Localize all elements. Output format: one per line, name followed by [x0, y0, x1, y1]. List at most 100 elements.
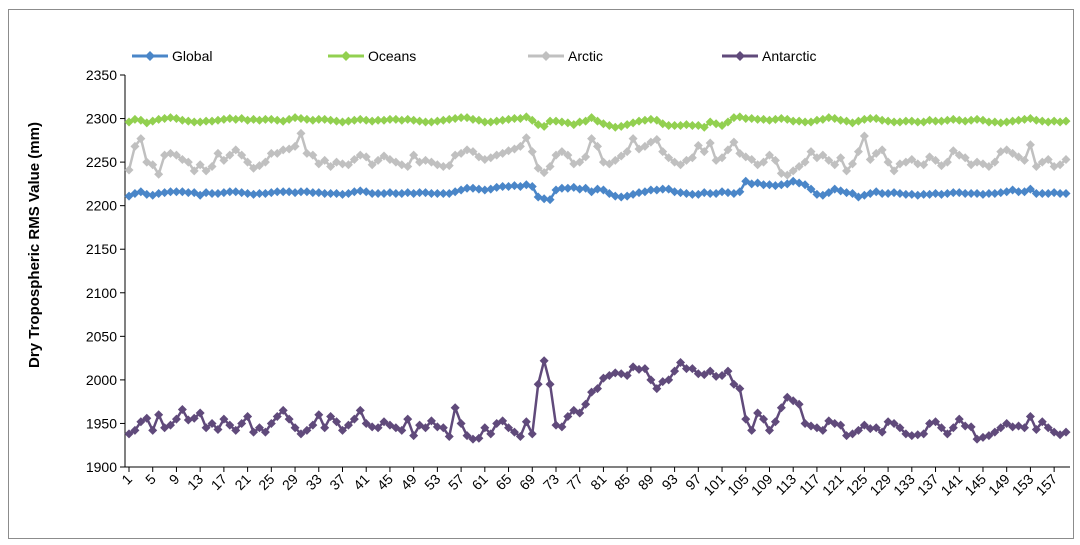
data-point	[426, 117, 436, 127]
data-point	[290, 113, 300, 123]
x-tick-label: 125	[843, 471, 871, 499]
x-tick-label: 113	[772, 471, 799, 498]
data-point	[652, 384, 662, 394]
data-point	[753, 114, 763, 124]
data-point	[919, 160, 929, 170]
data-point	[1008, 116, 1018, 126]
data-point	[314, 410, 324, 420]
data-point	[693, 369, 703, 379]
data-point	[409, 431, 419, 441]
data-point	[658, 147, 668, 157]
data-point	[676, 160, 686, 170]
data-point	[527, 147, 537, 157]
data-point	[723, 117, 733, 127]
data-point	[759, 114, 769, 124]
data-point	[936, 189, 946, 199]
data-point	[848, 429, 858, 439]
data-point	[699, 122, 709, 132]
data-point	[907, 189, 917, 199]
data-point	[415, 188, 425, 198]
data-point	[794, 116, 804, 126]
data-point	[486, 429, 496, 439]
data-point	[610, 155, 620, 165]
data-point	[759, 414, 769, 424]
data-point	[901, 116, 911, 126]
data-point	[444, 161, 454, 171]
data-point	[800, 117, 810, 127]
data-point	[664, 375, 674, 385]
data-point	[468, 183, 478, 193]
data-point	[1025, 411, 1035, 421]
data-point	[1043, 117, 1053, 127]
data-point	[480, 423, 490, 433]
data-point	[735, 384, 745, 394]
legend-swatch-marker	[145, 51, 155, 61]
data-point	[889, 418, 899, 428]
data-point	[468, 114, 478, 124]
data-point	[877, 145, 887, 155]
legend-swatch-marker	[735, 51, 745, 61]
data-point	[171, 150, 181, 160]
data-point	[225, 150, 235, 160]
data-point	[996, 118, 1006, 128]
data-point	[243, 188, 253, 198]
data-point	[658, 184, 668, 194]
data-point	[557, 147, 567, 157]
data-point	[877, 427, 887, 437]
data-point	[723, 145, 733, 155]
data-point	[231, 187, 241, 197]
data-point	[652, 134, 662, 144]
data-point	[764, 150, 774, 160]
x-tick-label: 85	[611, 471, 633, 493]
data-point	[367, 422, 377, 432]
data-point	[213, 188, 223, 198]
data-point	[563, 183, 573, 193]
x-tick-label: 73	[540, 471, 562, 493]
data-point	[812, 115, 822, 125]
data-point	[717, 153, 727, 163]
series-oceans	[124, 112, 1071, 132]
data-point	[1002, 117, 1012, 127]
data-point	[183, 188, 193, 198]
data-point	[130, 141, 140, 151]
data-point	[403, 188, 413, 198]
data-point	[379, 188, 389, 198]
data-point	[504, 182, 514, 192]
data-point	[948, 114, 958, 124]
data-point	[824, 188, 834, 198]
data-point	[859, 420, 869, 430]
data-point	[687, 121, 697, 131]
data-point	[355, 186, 365, 196]
data-point	[936, 116, 946, 126]
x-tick-label: 17	[208, 471, 230, 493]
data-point	[243, 411, 253, 421]
data-point	[1008, 422, 1018, 432]
x-tick-label: 49	[397, 471, 419, 493]
data-point	[836, 420, 846, 430]
legend-item-antarctic: Antarctic	[722, 48, 816, 64]
data-point	[865, 114, 875, 124]
data-point	[249, 427, 259, 437]
data-point	[942, 429, 952, 439]
data-point	[195, 408, 205, 418]
data-point	[984, 431, 994, 441]
data-point	[474, 433, 484, 443]
data-point	[148, 160, 158, 170]
data-point	[397, 188, 407, 198]
data-point	[907, 154, 917, 164]
data-point	[913, 117, 923, 127]
data-point	[320, 155, 330, 165]
data-point	[557, 183, 567, 193]
x-tick-label: 109	[748, 471, 776, 499]
data-point	[391, 114, 401, 124]
data-point	[207, 418, 217, 428]
data-point	[343, 116, 353, 126]
data-point	[296, 128, 306, 138]
data-point	[883, 157, 893, 167]
x-tick-label: 1	[118, 471, 135, 488]
data-point	[237, 188, 247, 198]
data-point	[302, 114, 312, 124]
data-point	[361, 418, 371, 428]
data-point	[895, 117, 905, 127]
data-point	[770, 155, 780, 165]
